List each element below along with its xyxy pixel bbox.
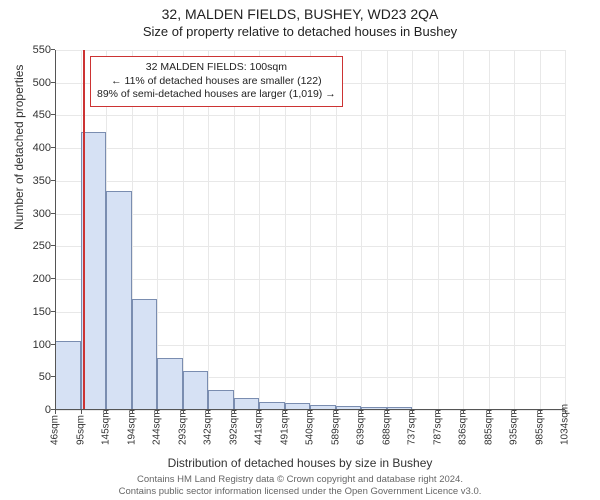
xtick-label: 639sqm [356, 409, 367, 445]
xtick-mark [259, 410, 260, 414]
xtick-mark [387, 410, 388, 414]
plot-area: 05010015020025030035040045050055046sqm95… [55, 50, 565, 410]
gridline-v [463, 50, 464, 410]
xtick-label: 787sqm [432, 409, 443, 445]
xtick-label: 540sqm [305, 409, 316, 445]
gridline-v [540, 50, 541, 410]
histogram-bar [106, 191, 132, 410]
x-axis-line [55, 409, 565, 410]
ytick-label: 450 [33, 109, 51, 121]
histogram-bar [157, 358, 183, 410]
xtick-mark [412, 410, 413, 414]
address-title: 32, MALDEN FIELDS, BUSHEY, WD23 2QA [0, 0, 600, 22]
annotation-box: 32 MALDEN FIELDS: 100sqm← 11% of detache… [90, 56, 343, 107]
ytick-label: 150 [33, 306, 51, 318]
xtick-label: 293sqm [177, 409, 188, 445]
xtick-label: 885sqm [483, 409, 494, 445]
xtick-mark [234, 410, 235, 414]
footer-line-2: Contains public sector information licen… [0, 486, 600, 497]
xtick-label: 985sqm [534, 409, 545, 445]
xtick-mark [336, 410, 337, 414]
subtitle: Size of property relative to detached ho… [0, 22, 600, 39]
xtick-mark [540, 410, 541, 414]
gridline-v [412, 50, 413, 410]
histogram-bar [132, 299, 158, 410]
histogram-bar [208, 390, 234, 410]
xtick-label: 145sqm [101, 409, 112, 445]
ytick-label: 200 [33, 273, 51, 285]
annotation-line: 32 MALDEN FIELDS: 100sqm [97, 61, 336, 75]
y-axis-line [55, 50, 56, 410]
xtick-mark [438, 410, 439, 414]
xtick-label: 95sqm [75, 415, 86, 445]
xtick-label: 491sqm [279, 409, 290, 445]
gridline-v [565, 50, 566, 410]
chart-container: 32, MALDEN FIELDS, BUSHEY, WD23 2QA Size… [0, 0, 600, 500]
xtick-mark [463, 410, 464, 414]
xtick-mark [55, 410, 56, 414]
gridline-v [514, 50, 515, 410]
ytick-label: 350 [33, 175, 51, 187]
xtick-label: 836sqm [458, 409, 469, 445]
footer-line-1: Contains HM Land Registry data © Crown c… [0, 474, 600, 485]
y-axis-label: Number of detached properties [12, 65, 26, 230]
xtick-mark [489, 410, 490, 414]
gridline-v [361, 50, 362, 410]
gridline-v [387, 50, 388, 410]
xtick-label: 935sqm [509, 409, 520, 445]
gridline-v [489, 50, 490, 410]
ytick-label: 100 [33, 339, 51, 351]
ytick-label: 50 [39, 371, 51, 383]
xtick-mark [106, 410, 107, 414]
xtick-mark [565, 410, 566, 414]
xtick-label: 194sqm [126, 409, 137, 445]
xtick-label: 688sqm [381, 409, 392, 445]
xtick-mark [361, 410, 362, 414]
histogram-bar [55, 341, 81, 410]
xtick-label: 342sqm [203, 409, 214, 445]
xtick-mark [208, 410, 209, 414]
xtick-mark [285, 410, 286, 414]
xtick-label: 589sqm [330, 409, 341, 445]
histogram-bar [183, 371, 209, 410]
xtick-mark [157, 410, 158, 414]
xtick-mark [183, 410, 184, 414]
ytick-label: 250 [33, 240, 51, 252]
xtick-label: 46sqm [50, 415, 61, 445]
reference-line [83, 50, 85, 410]
xtick-label: 737sqm [407, 409, 418, 445]
xtick-mark [310, 410, 311, 414]
ytick-label: 550 [33, 44, 51, 56]
gridline-v [438, 50, 439, 410]
ytick-label: 500 [33, 77, 51, 89]
xtick-mark [81, 410, 82, 414]
xtick-label: 244sqm [152, 409, 163, 445]
xtick-label: 441sqm [254, 409, 265, 445]
annotation-line: 89% of semi-detached houses are larger (… [97, 88, 336, 102]
ytick-label: 400 [33, 142, 51, 154]
xtick-label: 392sqm [228, 409, 239, 445]
footer-attribution: Contains HM Land Registry data © Crown c… [0, 474, 600, 497]
x-axis-label: Distribution of detached houses by size … [0, 456, 600, 470]
xtick-mark [132, 410, 133, 414]
annotation-line: ← 11% of detached houses are smaller (12… [97, 75, 336, 89]
ytick-label: 300 [33, 208, 51, 220]
xtick-mark [514, 410, 515, 414]
